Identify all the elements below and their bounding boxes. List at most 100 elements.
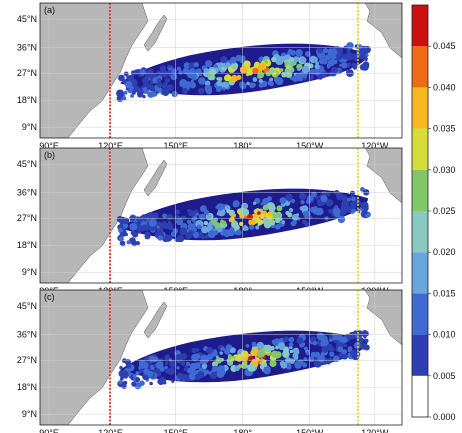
colorbar-step	[412, 211, 428, 253]
colorbar-step	[412, 5, 428, 47]
density-cell	[317, 51, 326, 60]
density-cell	[207, 62, 212, 67]
density-cell	[286, 363, 292, 368]
longitude-tick-label: 90°E	[39, 428, 59, 433]
density-cell	[326, 343, 333, 350]
density-cell	[192, 231, 200, 239]
density-cell	[293, 355, 299, 361]
density-cell	[257, 211, 261, 215]
density-cell	[181, 215, 187, 221]
colorbar-tick-label: 0.005	[433, 371, 456, 381]
density-cell	[257, 349, 265, 358]
density-cell	[218, 62, 224, 68]
density-cell	[304, 221, 310, 227]
latitude-tick-label: 9°N	[22, 409, 37, 419]
density-cell	[295, 213, 300, 217]
latitude-tick-label: 9°N	[22, 122, 37, 132]
density-cell	[126, 240, 131, 245]
density-cell	[228, 361, 233, 366]
density-cell	[315, 61, 319, 65]
density-cell	[217, 227, 223, 233]
density-cell	[318, 74, 323, 80]
density-cell	[247, 214, 253, 221]
density-cell	[299, 56, 307, 64]
density-cell	[204, 369, 210, 375]
density-cell	[119, 240, 126, 247]
density-cell	[356, 330, 364, 338]
density-cell	[147, 91, 154, 98]
density-cell	[190, 369, 197, 377]
density-cell	[302, 65, 310, 74]
longitude-tick-label: 180°	[233, 428, 252, 433]
colorbar-step	[412, 169, 428, 211]
latitude-tick-label: 9°N	[22, 267, 37, 277]
density-cell	[279, 360, 286, 367]
density-cell	[146, 74, 151, 78]
density-cell	[252, 77, 258, 82]
density-cell	[221, 81, 229, 90]
density-cell	[135, 377, 141, 383]
density-cell	[287, 58, 292, 64]
density-cell	[220, 346, 225, 351]
density-cell	[248, 218, 256, 226]
density-cell	[258, 62, 267, 71]
density-cell	[157, 235, 163, 241]
density-cell	[329, 351, 335, 357]
density-cell	[253, 209, 258, 214]
density-cell	[285, 71, 293, 78]
density-cell	[148, 218, 157, 227]
density-cell	[353, 341, 361, 350]
density-cell	[169, 360, 177, 368]
map-panel: (b)45°N36°N27°N18°N9°N90°E120°E150°E180°…	[17, 147, 403, 296]
density-cell	[192, 227, 198, 233]
density-cell	[271, 56, 277, 63]
density-cell	[303, 346, 309, 351]
density-cell	[190, 79, 194, 84]
density-cell	[341, 353, 348, 360]
density-cell	[186, 219, 192, 225]
density-cell	[219, 351, 223, 355]
density-cell	[341, 200, 349, 209]
density-plume	[117, 330, 370, 390]
density-cell	[200, 354, 209, 363]
density-cell	[189, 81, 196, 89]
density-cell	[287, 212, 293, 218]
colorbar-tick-label: 0.025	[433, 206, 456, 216]
density-cell	[123, 90, 128, 95]
latitude-tick-label: 27°N	[17, 68, 37, 78]
density-cell	[267, 202, 274, 209]
density-cell	[352, 353, 359, 361]
density-cell	[316, 199, 323, 205]
density-cell	[177, 372, 184, 380]
density-cell	[225, 62, 231, 68]
density-cell	[171, 379, 175, 383]
density-cell	[264, 344, 273, 353]
density-cell	[262, 359, 267, 364]
density-cell	[131, 381, 137, 387]
density-cell	[118, 380, 123, 385]
latitude-tick-label: 45°N	[17, 159, 37, 169]
density-cell	[131, 240, 138, 247]
density-cell	[121, 96, 127, 101]
density-cell	[279, 68, 284, 72]
density-cell	[168, 234, 173, 239]
density-cell	[282, 336, 289, 343]
density-cell	[194, 209, 199, 214]
density-cell	[230, 62, 239, 70]
density-cell	[332, 207, 341, 216]
density-cell	[293, 349, 300, 355]
panel-frame	[39, 147, 403, 284]
density-cell	[317, 48, 323, 54]
density-cell	[196, 224, 202, 230]
density-cell	[239, 213, 245, 219]
density-cell	[275, 224, 281, 230]
density-cell	[308, 215, 313, 220]
density-cell	[232, 202, 238, 208]
density-cell	[251, 341, 257, 347]
density-cell	[152, 77, 159, 84]
density-cell	[347, 197, 351, 202]
density-cell	[198, 87, 205, 95]
density-cell	[257, 74, 262, 79]
density-cell	[350, 203, 357, 210]
density-cell	[220, 56, 228, 63]
